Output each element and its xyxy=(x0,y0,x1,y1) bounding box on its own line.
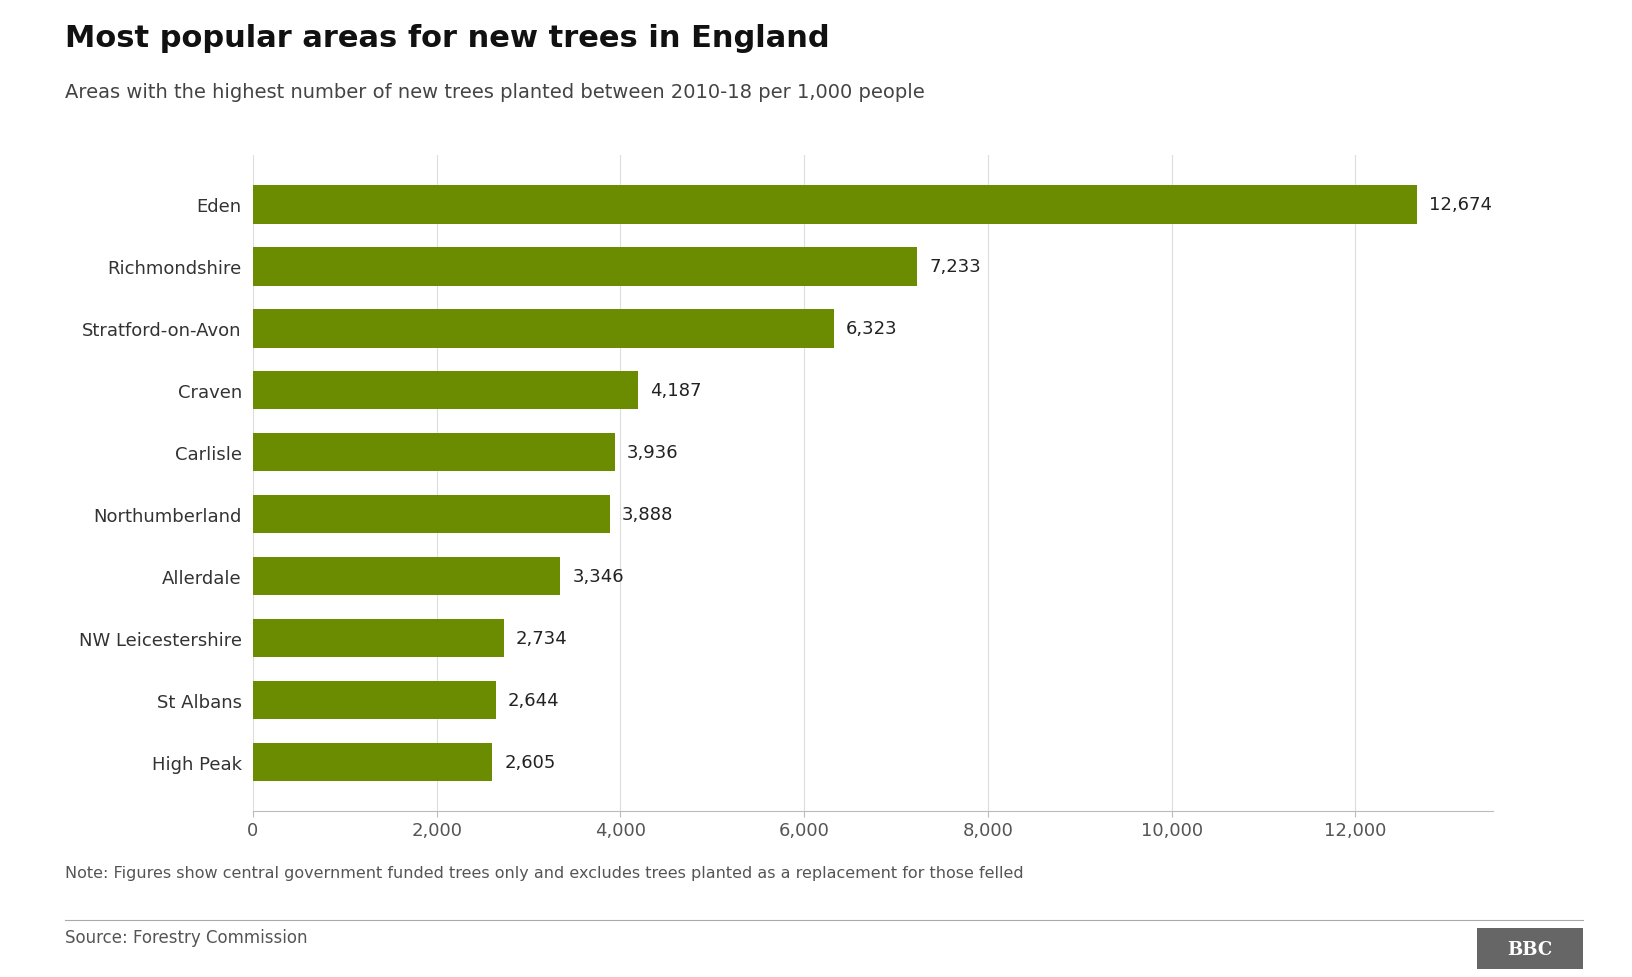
Bar xyxy=(253,434,615,472)
Text: Source: Forestry Commission: Source: Forestry Commission xyxy=(65,928,308,946)
Text: 7,233: 7,233 xyxy=(930,258,981,276)
Text: 3,346: 3,346 xyxy=(573,568,623,585)
Bar xyxy=(253,495,610,533)
Bar xyxy=(253,557,560,596)
Bar xyxy=(253,743,493,782)
Bar xyxy=(253,681,496,719)
Text: 2,734: 2,734 xyxy=(516,629,568,647)
Bar xyxy=(253,371,638,410)
Text: 2,644: 2,644 xyxy=(508,691,560,709)
Text: 3,888: 3,888 xyxy=(622,505,674,524)
Bar xyxy=(253,248,917,286)
Text: 6,323: 6,323 xyxy=(845,320,898,338)
Text: 3,936: 3,936 xyxy=(627,444,679,462)
Bar xyxy=(253,310,834,348)
Text: 2,605: 2,605 xyxy=(504,753,555,771)
Text: BBC: BBC xyxy=(1508,940,1552,957)
Bar xyxy=(253,186,1417,225)
Text: Areas with the highest number of new trees planted between 2010-18 per 1,000 peo: Areas with the highest number of new tre… xyxy=(65,83,925,102)
Text: 12,674: 12,674 xyxy=(1430,196,1492,214)
Text: Most popular areas for new trees in England: Most popular areas for new trees in Engl… xyxy=(65,24,831,54)
Bar xyxy=(253,619,504,658)
Text: Note: Figures show central government funded trees only and excludes trees plant: Note: Figures show central government fu… xyxy=(65,865,1023,879)
Text: 4,187: 4,187 xyxy=(650,382,702,400)
